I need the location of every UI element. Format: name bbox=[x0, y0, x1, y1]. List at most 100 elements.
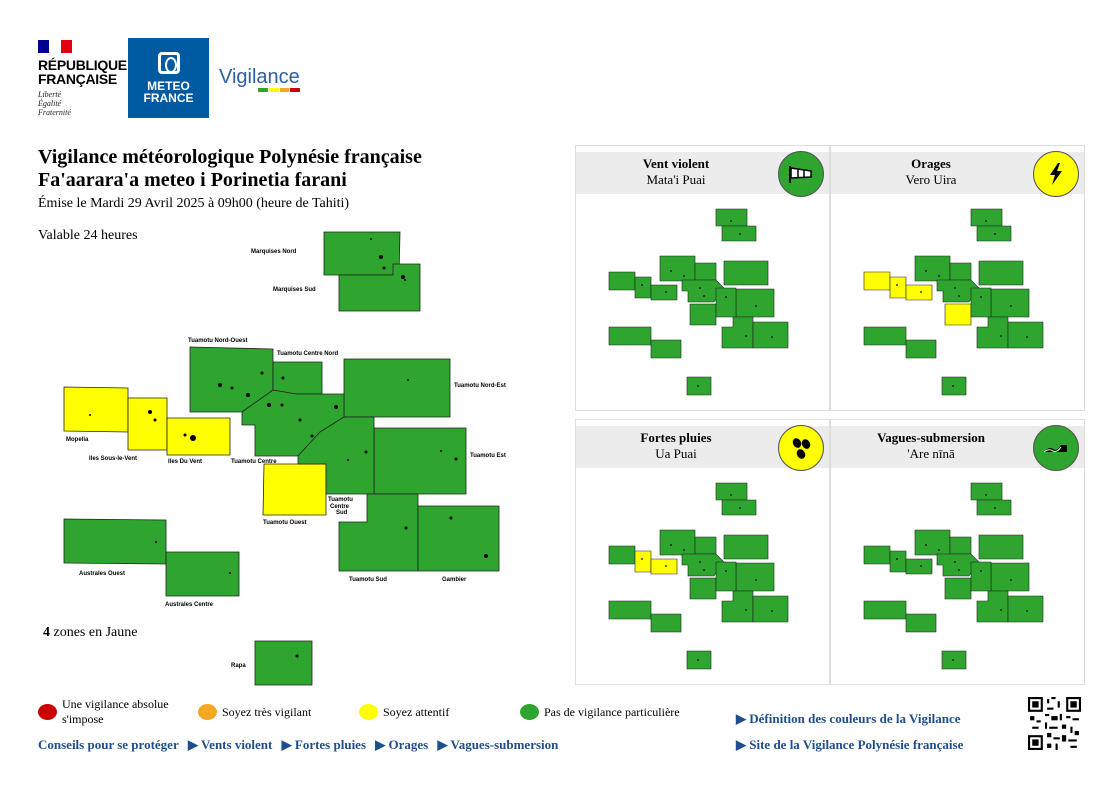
mini-zone-rapa bbox=[686, 650, 712, 670]
panel-orages[interactable]: Orages Vero Uira bbox=[830, 145, 1085, 411]
waves-link[interactable]: ▶ Vagues-submersion bbox=[437, 737, 559, 752]
legend-green-dot bbox=[520, 704, 539, 720]
atolls bbox=[89, 238, 488, 658]
mini-zone-tuamotu-nord-est bbox=[723, 534, 769, 560]
mini-zone-gambier bbox=[752, 321, 789, 349]
mini-map bbox=[863, 208, 1044, 396]
mini-zone-mopelia bbox=[608, 545, 636, 565]
zone-tuamotu-sud[interactable] bbox=[338, 493, 419, 572]
mini-atoll bbox=[703, 295, 705, 297]
zone-tuamotu-centre-sud[interactable] bbox=[297, 416, 375, 495]
panel-title: Vagues-submersion bbox=[877, 430, 985, 445]
mini-atoll bbox=[699, 287, 701, 289]
mini-zone-iles-du-vent bbox=[905, 558, 933, 575]
mini-atoll bbox=[697, 659, 699, 661]
issued-date: Émise le Mardi 29 Avril 2025 à 09h00 (he… bbox=[38, 196, 350, 211]
mini-atoll bbox=[938, 275, 940, 277]
mini-atoll bbox=[745, 609, 747, 611]
mini-zone-tuamotu-nord-ouest bbox=[914, 255, 951, 282]
panel-subtitle: Mata'i Puai bbox=[646, 172, 706, 187]
label-tuamotu-centre-sud-1: Tuamotu bbox=[328, 497, 353, 503]
label-marquises-nord: Marquises Nord bbox=[251, 249, 297, 255]
mini-zone-australes-ouest bbox=[863, 600, 907, 620]
legend-yellow-dot bbox=[359, 704, 378, 720]
zone-australes-ouest[interactable] bbox=[63, 518, 167, 565]
mini-zone-rapa bbox=[941, 376, 967, 396]
site-link[interactable]: ▶ Site de la Vigilance Polynésie françai… bbox=[736, 737, 964, 752]
panel-title: Fortes pluies bbox=[640, 430, 712, 445]
zone-iles-sous-le-vent[interactable] bbox=[127, 397, 168, 451]
legend-yellow: Soyez attentif bbox=[359, 704, 449, 720]
mini-zone-tuamotu-centre-sud bbox=[715, 287, 737, 318]
zone-rapa[interactable] bbox=[254, 640, 313, 686]
mini-zone-tuamotu-nord-est bbox=[723, 260, 769, 286]
zone-marquises-sud[interactable] bbox=[338, 263, 421, 312]
rain-link[interactable]: ▶ Fortes pluies bbox=[281, 737, 367, 752]
rf-motto-2: Égalité bbox=[38, 99, 62, 108]
zone-iles-du-vent[interactable] bbox=[166, 417, 231, 456]
zone-tuamotu-est[interactable] bbox=[373, 427, 467, 495]
definition-link[interactable]: ▶ Définition des couleurs de la Vigilanc… bbox=[736, 711, 961, 726]
mini-atoll bbox=[771, 610, 773, 612]
label-tuamotu-ouest: Tuamotu Ouest bbox=[263, 520, 307, 526]
mini-atoll bbox=[745, 335, 747, 337]
mini-atoll bbox=[1026, 610, 1028, 612]
mini-atoll bbox=[699, 561, 701, 563]
panel-subtitle: Ua Puai bbox=[655, 446, 697, 461]
mini-zone-gambier bbox=[752, 595, 789, 623]
qr-code-icon[interactable] bbox=[1028, 697, 1081, 750]
zone-tuamotu-nord-est[interactable] bbox=[343, 358, 451, 418]
panel-vagues-submersion[interactable]: Vagues-submersion 'Are nīnā bbox=[830, 419, 1085, 685]
mini-map bbox=[608, 482, 789, 670]
mini-zone-iles-sous-le-vent bbox=[634, 550, 652, 573]
mini-atoll bbox=[1010, 579, 1012, 581]
label-tuamotu-centre: Tuamotu Centre bbox=[231, 459, 277, 465]
label-australes-centre: Australes Centre bbox=[165, 602, 214, 608]
panel-vent-violent[interactable]: Vent violent Mata'i Puai bbox=[575, 145, 830, 411]
rf-name-line1: RÉPUBLIQUE bbox=[38, 57, 127, 73]
zone-gambier[interactable] bbox=[417, 505, 500, 572]
mini-zone-mopelia bbox=[608, 271, 636, 291]
mini-atoll bbox=[994, 507, 996, 509]
lightning-icon bbox=[1033, 151, 1079, 197]
mini-zone-iles-sous-le-vent bbox=[634, 276, 652, 299]
wind-link[interactable]: ▶ Vents violent bbox=[187, 737, 273, 752]
zone-tuamotu-ouest[interactable] bbox=[262, 463, 327, 516]
panel-subtitle: 'Are nīnā bbox=[907, 446, 955, 461]
mini-zone-tuamotu-est bbox=[735, 562, 775, 592]
mini-zone-australes-centre bbox=[905, 339, 937, 359]
mini-zone-marquises-nord bbox=[715, 482, 748, 501]
mini-atoll bbox=[985, 494, 987, 496]
mini-zone-tuamotu-sud bbox=[976, 316, 1009, 349]
zone-mopelia[interactable] bbox=[63, 386, 129, 433]
mini-atoll bbox=[641, 284, 643, 286]
storms-link[interactable]: ▶ Orages bbox=[375, 737, 429, 752]
mini-atoll bbox=[980, 296, 982, 298]
mini-atoll bbox=[958, 295, 960, 297]
panel-fortes-pluies[interactable]: Fortes pluies Ua Puai bbox=[575, 419, 830, 685]
mini-zone-australes-centre bbox=[905, 613, 937, 633]
advice-link[interactable]: Conseils pour se protéger bbox=[38, 737, 179, 752]
label-iles-sous-le-vent: Iles Sous-le-Vent bbox=[89, 456, 137, 462]
mini-atoll bbox=[938, 549, 940, 551]
zone-marquises-nord[interactable] bbox=[323, 231, 401, 276]
mini-atoll bbox=[920, 565, 922, 567]
advice-links: Conseils pour se protéger ▶ Vents violen… bbox=[38, 737, 564, 753]
mini-zone-tuamotu-ouest bbox=[944, 303, 972, 326]
mini-zone-rapa bbox=[686, 376, 712, 396]
mini-atoll bbox=[952, 385, 954, 387]
mini-atoll bbox=[703, 569, 705, 571]
vigilance-logo: Vigilance bbox=[219, 66, 300, 88]
legend-orange: Soyez très vigilant bbox=[198, 704, 311, 720]
legend-yellow-label: Soyez attentif bbox=[383, 704, 450, 719]
main-vigilance-map: Marquises Nord Marquises Sud Tuamotu Nor… bbox=[63, 231, 506, 686]
rf-motto: Liberté Égalité Fraternité bbox=[38, 90, 122, 117]
mini-zone-tuamotu-nord-ouest bbox=[659, 255, 696, 282]
label-mopelia: Mopelia bbox=[66, 437, 89, 443]
mini-zone-tuamotu-nord-est bbox=[978, 260, 1024, 286]
mini-zone-tuamotu-centre-sud bbox=[970, 561, 992, 592]
zone-tuamotu-centre-nord[interactable] bbox=[272, 361, 323, 395]
zone-australes-centre[interactable] bbox=[165, 551, 240, 597]
mini-zone-tuamotu-centre-nord bbox=[694, 536, 717, 555]
rain-drops-icon bbox=[778, 425, 824, 471]
